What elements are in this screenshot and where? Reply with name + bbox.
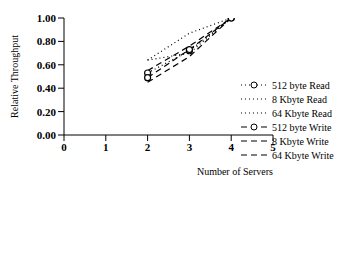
svg-text:5: 5 — [270, 141, 276, 153]
svg-text:0.00: 0.00 — [37, 129, 57, 141]
svg-text:0.60: 0.60 — [37, 59, 57, 71]
svg-text:0: 0 — [61, 141, 67, 153]
svg-text:0.40: 0.40 — [37, 82, 57, 94]
svg-text:1: 1 — [103, 141, 109, 153]
svg-text:2: 2 — [145, 141, 151, 153]
svg-text:0.20: 0.20 — [37, 106, 57, 118]
svg-text:0.80: 0.80 — [37, 35, 57, 47]
svg-text:4: 4 — [228, 141, 234, 153]
svg-text:Relative Throughput: Relative Throughput — [9, 35, 20, 118]
svg-text:1.00: 1.00 — [37, 12, 57, 24]
svg-text:3: 3 — [187, 141, 193, 153]
svg-text:Number of Servers: Number of Servers — [197, 166, 273, 177]
